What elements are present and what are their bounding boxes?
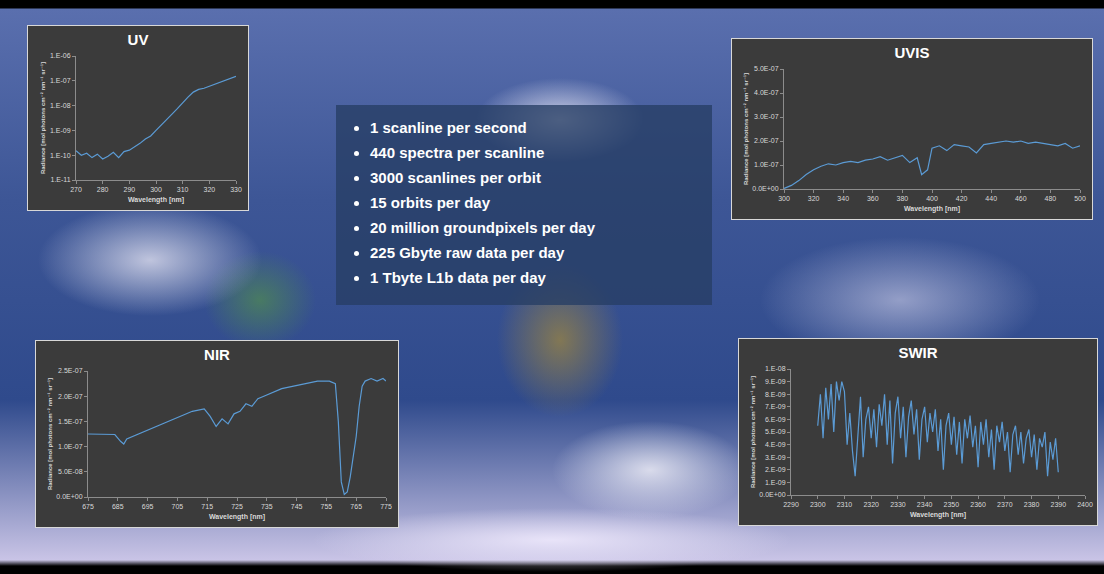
html-text:3000 scanlines per orbit: 3000 scanlines per orbit	[370, 169, 541, 186]
svg-text:300: 300	[778, 195, 790, 202]
svg-text:735: 735	[261, 503, 273, 510]
svg-text:Wavelength [nm]: Wavelength [nm]	[209, 513, 265, 521]
svg-text:320: 320	[203, 186, 215, 193]
svg-text:675: 675	[82, 503, 94, 510]
svg-text:5.0E-07: 5.0E-07	[754, 65, 779, 72]
svg-text:3.0E-07: 3.0E-07	[754, 113, 779, 120]
svg-text:1.E-08: 1.E-08	[50, 102, 71, 109]
svg-text:2380: 2380	[1024, 501, 1040, 508]
html-text:440 spectra per scanline: 440 spectra per scanline	[370, 144, 545, 161]
svg-text:400: 400	[926, 195, 938, 202]
svg-text:9.E-09: 9.E-09	[765, 378, 786, 385]
html-text:225 Gbyte raw data per day: 225 Gbyte raw data per day	[370, 244, 565, 261]
svg-text:1.E-07: 1.E-07	[50, 77, 71, 84]
svg-text:1.0E-07: 1.0E-07	[58, 443, 83, 450]
svg-text:4.E-09: 4.E-09	[765, 441, 786, 448]
svg-text:0.0E+00: 0.0E+00	[759, 491, 785, 498]
svg-text:340: 340	[837, 195, 849, 202]
svg-text:2310: 2310	[837, 501, 853, 508]
svg-text:2.5E-07: 2.5E-07	[58, 367, 83, 374]
svg-text:Radiance [mol photons cm⁻² nm⁻: Radiance [mol photons cm⁻² nm⁻¹ sr⁻¹]	[40, 62, 46, 174]
svg-text:7.E-09: 7.E-09	[765, 403, 786, 410]
svg-text:705: 705	[172, 503, 184, 510]
svg-text:380: 380	[897, 195, 909, 202]
svg-text:1.E-10: 1.E-10	[50, 152, 71, 159]
svg-text:Radiance [mol photons cm⁻² nm⁻: Radiance [mol photons cm⁻² nm⁻¹ sr⁻¹]	[743, 73, 749, 185]
svg-text:SWIR: SWIR	[898, 344, 937, 361]
svg-text:775: 775	[380, 503, 392, 510]
svg-text:2350: 2350	[944, 501, 960, 508]
svg-text:1.E-08: 1.E-08	[765, 365, 786, 372]
svg-text:Radiance [mol photons cm⁻² nm⁻: Radiance [mol photons cm⁻² nm⁻¹ sr⁻¹]	[750, 376, 756, 488]
svg-text:1.5E-07: 1.5E-07	[58, 418, 83, 425]
svg-text:685: 685	[112, 503, 124, 510]
svg-text:440: 440	[985, 195, 997, 202]
svg-text:2330: 2330	[890, 501, 906, 508]
svg-text:2.E-09: 2.E-09	[765, 466, 786, 473]
svg-text:1.E-09: 1.E-09	[765, 479, 786, 486]
svg-text:1.E-11: 1.E-11	[50, 176, 70, 183]
svg-text:755: 755	[321, 503, 333, 510]
svg-text:270: 270	[70, 186, 82, 193]
svg-text:UV: UV	[128, 31, 149, 48]
svg-text:1.E-09: 1.E-09	[50, 127, 71, 134]
svg-text:300: 300	[150, 186, 162, 193]
html-text:1 Tbyte L1b data per day: 1 Tbyte L1b data per day	[370, 269, 546, 286]
svg-text:6.E-09: 6.E-09	[765, 416, 786, 423]
svg-text:1.E-06: 1.E-06	[50, 52, 71, 59]
svg-text:2300: 2300	[810, 501, 826, 508]
svg-text:3.E-09: 3.E-09	[765, 454, 786, 461]
html-text:15 orbits per day: 15 orbits per day	[370, 194, 490, 211]
svg-text:695: 695	[142, 503, 154, 510]
svg-text:UVIS: UVIS	[894, 44, 929, 61]
svg-text:5.0E-08: 5.0E-08	[58, 468, 83, 475]
svg-text:1.0E-07: 1.0E-07	[754, 161, 779, 168]
svg-text:2290: 2290	[783, 501, 799, 508]
svg-text:500: 500	[1074, 195, 1086, 202]
svg-text:2360: 2360	[970, 501, 986, 508]
svg-text:Wavelength [nm]: Wavelength [nm]	[904, 205, 960, 213]
svg-text:280: 280	[97, 186, 109, 193]
svg-text:2.0E-07: 2.0E-07	[58, 393, 83, 400]
svg-text:460: 460	[1015, 195, 1027, 202]
svg-text:715: 715	[201, 503, 213, 510]
svg-text:480: 480	[1045, 195, 1057, 202]
svg-text:320: 320	[808, 195, 820, 202]
svg-text:725: 725	[231, 503, 243, 510]
svg-text:745: 745	[291, 503, 303, 510]
svg-text:8.E-09: 8.E-09	[765, 391, 786, 398]
svg-text:310: 310	[177, 186, 189, 193]
svg-text:330: 330	[230, 186, 242, 193]
html-text:1 scanline per second: 1 scanline per second	[370, 119, 527, 136]
svg-text:2370: 2370	[997, 501, 1013, 508]
svg-text:2340: 2340	[917, 501, 933, 508]
svg-text:5.E-09: 5.E-09	[765, 428, 786, 435]
html-text:20 million groundpixels per da: 20 million groundpixels per day	[370, 219, 596, 236]
svg-text:Wavelength [nm]: Wavelength [nm]	[128, 196, 184, 204]
svg-text:0.0E+00: 0.0E+00	[56, 493, 82, 500]
svg-text:Wavelength [nm]: Wavelength [nm]	[910, 511, 966, 519]
svg-text:765: 765	[350, 503, 362, 510]
svg-text:290: 290	[123, 186, 135, 193]
svg-text:360: 360	[867, 195, 879, 202]
svg-text:2320: 2320	[863, 501, 879, 508]
svg-text:Radiance [mol photons cm⁻² nm⁻: Radiance [mol photons cm⁻² nm⁻¹ sr⁻¹]	[47, 378, 53, 490]
svg-text:NIR: NIR	[204, 346, 230, 363]
svg-text:0.0E+00: 0.0E+00	[752, 185, 778, 192]
svg-text:420: 420	[956, 195, 968, 202]
svg-text:2390: 2390	[1050, 501, 1066, 508]
svg-text:2.0E-07: 2.0E-07	[754, 137, 779, 144]
svg-text:2400: 2400	[1077, 501, 1093, 508]
svg-text:4.0E-07: 4.0E-07	[754, 89, 779, 96]
